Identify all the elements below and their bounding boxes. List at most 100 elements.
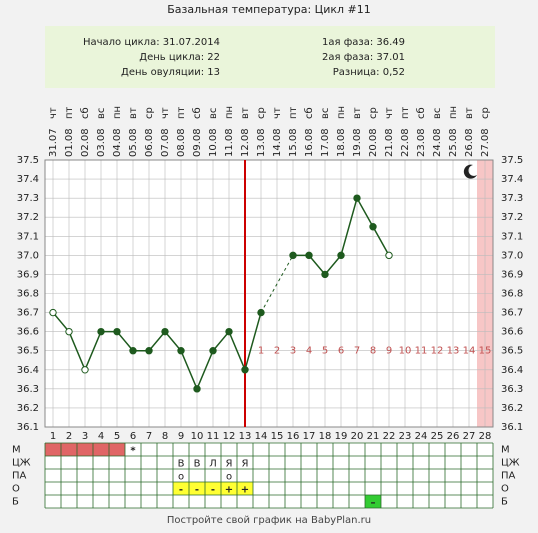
point (97, 327, 105, 336)
weekday-label: вс (208, 108, 219, 119)
chart-title: Базальная температура: Цикл #11 (167, 3, 371, 16)
point (353, 194, 361, 202)
y-tick-label: 37.1 (501, 231, 523, 242)
moon-icon (463, 164, 477, 179)
weekday-label: ср (256, 107, 267, 119)
date-label: 12.08 (240, 128, 251, 157)
row-text: Я (242, 459, 249, 470)
y-tick-label: 36.6 (17, 327, 39, 338)
y-tick-label: 36.5 (17, 346, 39, 357)
footer: Постройте свой график на BabyPlan.ru (167, 515, 371, 526)
point (257, 308, 265, 317)
row-text: В (178, 459, 185, 470)
row-cell (205, 482, 221, 495)
luteal-day: 2 (274, 346, 280, 357)
point (209, 347, 217, 355)
info: Начало цикла: 31.07.2014 (83, 37, 220, 48)
date-label: 07.08 (160, 128, 171, 157)
x-tick-label: 2 (66, 431, 72, 442)
x-tick-label: 22 (383, 431, 396, 442)
line (52, 312, 262, 391)
x-tick-label: 25 (431, 431, 444, 442)
date-label: 14.08 (272, 128, 283, 157)
y-tick-label: 37.0 (501, 250, 523, 261)
gap-connector (260, 255, 294, 313)
x-tick-label: 6 (130, 431, 136, 442)
y-tick-label: 36.2 (501, 403, 523, 414)
x-tick-label: 3 (82, 431, 88, 442)
x-tick-label: 27 (463, 431, 476, 442)
x-tick-label: 11 (207, 431, 220, 442)
info: Разница: 0,52 (333, 67, 405, 78)
row-cell (237, 482, 253, 495)
row-text: * (130, 446, 136, 457)
x-tick-label: 7 (146, 431, 152, 442)
row-cell (93, 443, 109, 456)
row-text: - (195, 485, 199, 496)
row-label: О (501, 484, 509, 495)
date-label: 20.08 (368, 128, 379, 157)
luteal-day: 11 (415, 346, 428, 357)
point (81, 366, 89, 374)
y-tick-label: 37.4 (501, 174, 523, 185)
x-tick-label: 28 (479, 431, 492, 442)
y-tick-label: 36.8 (17, 289, 39, 300)
y-tick-label: 36.9 (17, 269, 39, 280)
x-tick-label: 18 (319, 431, 332, 442)
row-text: о (178, 472, 184, 483)
point (177, 347, 185, 355)
date-label: 16.08 (304, 128, 315, 157)
date-label: 04.08 (112, 128, 123, 157)
row-label: ЦЖ (12, 458, 31, 469)
point (289, 251, 297, 260)
row-cell (365, 495, 381, 508)
date-label: 03.08 (96, 128, 107, 157)
luteal-day: 3 (290, 346, 296, 357)
weekday-label: сб (304, 107, 315, 119)
y-tick-label: 36.1 (17, 422, 39, 433)
date-label: 19.08 (352, 128, 363, 157)
luteal-day: 12 (431, 346, 444, 357)
weekday-label: ср (144, 107, 155, 119)
date-label: 06.08 (144, 128, 155, 157)
row-text: - (211, 485, 215, 496)
point (65, 327, 73, 336)
point (113, 327, 121, 336)
x-tick-label: 20 (351, 431, 364, 442)
date-label: 24.08 (432, 128, 443, 157)
date-label: 23.08 (416, 128, 427, 157)
x-tick-label: 23 (399, 431, 412, 442)
point (321, 270, 329, 279)
date-label: 10.08 (208, 128, 219, 157)
weekday-label: чт (160, 107, 171, 119)
row-cell (77, 443, 93, 456)
x-tick-label: 8 (162, 431, 168, 442)
row-label: ЦЖ (501, 458, 520, 469)
date-label: 25.08 (448, 128, 459, 157)
row-label: М (12, 445, 21, 456)
point (225, 327, 233, 336)
weekday-label: вт (240, 107, 251, 119)
y-tick-label: 36.9 (501, 269, 523, 280)
row-cell (45, 443, 61, 456)
row-cell (173, 482, 189, 495)
weekday-label: вт (464, 107, 475, 119)
y-tick-label: 37.3 (501, 193, 523, 204)
date-label: 26.08 (464, 128, 475, 157)
x-tick-label: 10 (191, 431, 204, 442)
date-label: 27.08 (480, 128, 491, 157)
row-cell (109, 443, 125, 456)
date-label: 01.08 (64, 128, 75, 157)
x-tick-label: 12 (223, 431, 236, 442)
weekday-label: сб (192, 107, 203, 119)
x-tick-label: 16 (287, 431, 300, 442)
y-tick-label: 36.7 (501, 308, 523, 319)
info: День цикла: 22 (139, 52, 220, 63)
luteal-day: 4 (306, 346, 312, 357)
y-tick-label: 36.1 (501, 422, 523, 433)
y-tick-label: 36.5 (501, 346, 523, 357)
date-label: 17.08 (320, 128, 331, 157)
y-tick-label: 37.5 (501, 155, 523, 166)
weekday-label: чт (272, 107, 283, 119)
y-tick-label: 36.4 (501, 365, 523, 376)
